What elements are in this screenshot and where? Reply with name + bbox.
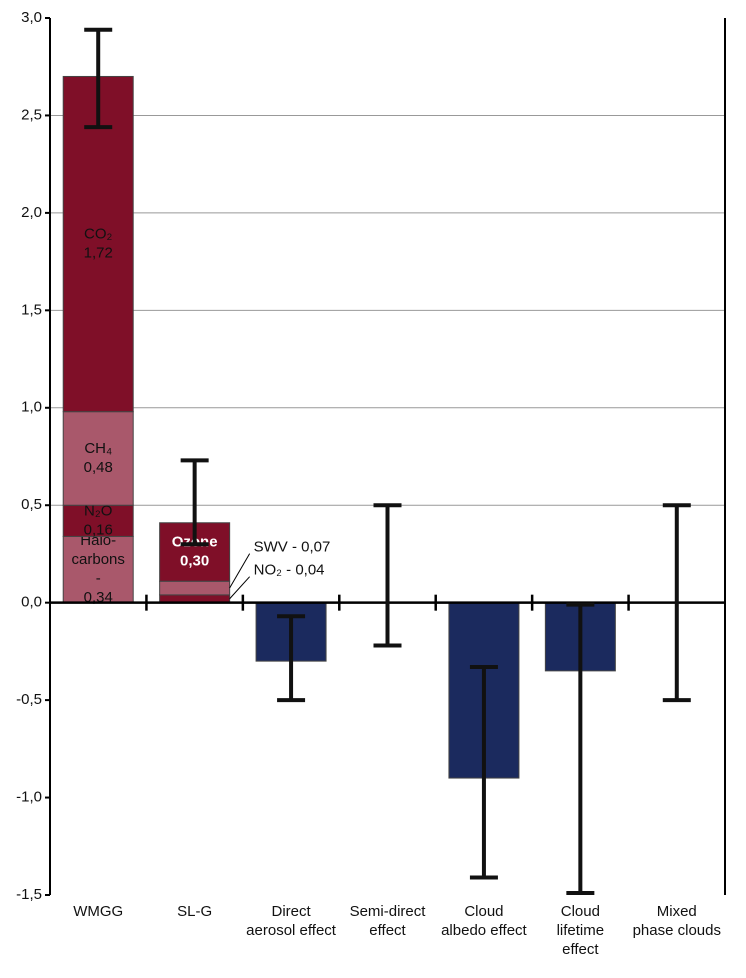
- x-tick-label: Cloud: [464, 903, 503, 920]
- x-tick-label: effect: [562, 941, 599, 958]
- segment-label: SWV - 0,07: [254, 539, 331, 556]
- x-tick-label: Cloud: [561, 903, 600, 920]
- segment-value: 0,16: [84, 521, 113, 538]
- x-tick-label: albedo effect: [441, 922, 527, 939]
- y-tick-label: 2,0: [21, 204, 42, 221]
- segment-name: CO₂: [84, 226, 113, 243]
- x-tick-label: lifetime: [557, 922, 605, 939]
- y-tick-label: 0,5: [21, 496, 42, 513]
- x-tick-label: effect: [369, 922, 406, 939]
- x-tick-label: SL-G: [177, 903, 212, 920]
- error-bar: [566, 602, 595, 896]
- y-tick-label: -0,5: [16, 691, 42, 708]
- bar-segment: [62, 75, 134, 413]
- segment-name: N₂O: [84, 502, 112, 519]
- error-bar: [180, 458, 209, 547]
- y-tick-label: -1,0: [16, 789, 42, 806]
- error-bar: [277, 614, 306, 703]
- error-bar: [662, 503, 691, 703]
- segment-value: 0,30: [180, 552, 209, 569]
- y-tick-label: 3,0: [21, 9, 42, 26]
- x-tick-label: Semi-direct: [350, 903, 427, 920]
- segment-name: CH₄: [84, 440, 112, 457]
- y-tick-label: 2,5: [21, 106, 42, 123]
- bar-segment: [62, 504, 134, 537]
- bar-segment: [62, 535, 134, 604]
- segment-value: 1,72: [84, 245, 113, 262]
- bar-segment: [159, 580, 231, 596]
- x-tick-label: aerosol effect: [246, 922, 337, 939]
- error-bar: [469, 664, 498, 880]
- y-tick-label: 0,0: [21, 594, 42, 611]
- bar-segment: [62, 411, 134, 506]
- x-tick-label: phase clouds: [633, 922, 721, 939]
- x-tick-label: WMGG: [73, 903, 123, 920]
- leader-line: [229, 576, 251, 600]
- segment-name: carbons: [72, 551, 125, 568]
- error-bar: [84, 27, 113, 130]
- segment-label: NO₂ - 0,04: [254, 562, 325, 579]
- error-bar: [373, 503, 402, 648]
- leader-line: [229, 553, 251, 589]
- x-tick-label: Mixed: [657, 903, 697, 920]
- y-tick-label: -1,5: [16, 886, 42, 903]
- y-tick-label: 1,5: [21, 301, 42, 318]
- x-tick-label: Direct: [271, 903, 311, 920]
- segment-value: 0,48: [84, 459, 113, 476]
- segment-name: -: [96, 570, 101, 587]
- y-tick-label: 1,0: [21, 399, 42, 416]
